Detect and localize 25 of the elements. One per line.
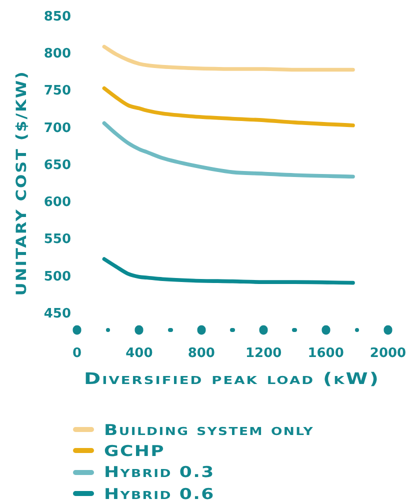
y-tick-label: 650	[44, 158, 71, 173]
x-tick-label: 1200	[246, 346, 282, 362]
x-tick-label: 800	[188, 346, 215, 362]
y-tick-label: 850	[44, 9, 71, 24]
legend-label: Building system only	[104, 420, 314, 439]
line-series	[102, 86, 355, 128]
x-tick-label: 2000	[370, 346, 406, 362]
legend-label: Hybrid 0.6	[104, 484, 215, 503]
line-series	[102, 257, 355, 285]
legend-label: Hybrid 0.3	[104, 463, 215, 482]
y-tick-label: 800	[44, 46, 71, 62]
line-series	[102, 44, 355, 72]
x-tick-label: 0	[72, 346, 82, 362]
y-tick-label: 700	[44, 120, 71, 136]
line-series	[102, 121, 355, 179]
x-axis-title: Diversified peak load (kW)	[84, 369, 380, 388]
y-tick-label: 450	[44, 306, 71, 322]
x-tick-label: 1600	[308, 346, 344, 362]
y-tick-label: 750	[44, 84, 71, 99]
y-tick-label: 550	[44, 232, 71, 248]
y-axis-title: UNITARY COST ($/KW)	[14, 70, 30, 296]
legend-label: GCHP	[104, 442, 166, 460]
y-tick-label: 600	[44, 195, 71, 210]
y-tick-label: 500	[44, 269, 71, 284]
x-tick-label: 400	[126, 346, 153, 362]
